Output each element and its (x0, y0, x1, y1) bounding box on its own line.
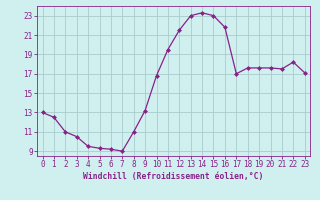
X-axis label: Windchill (Refroidissement éolien,°C): Windchill (Refroidissement éolien,°C) (84, 172, 264, 181)
